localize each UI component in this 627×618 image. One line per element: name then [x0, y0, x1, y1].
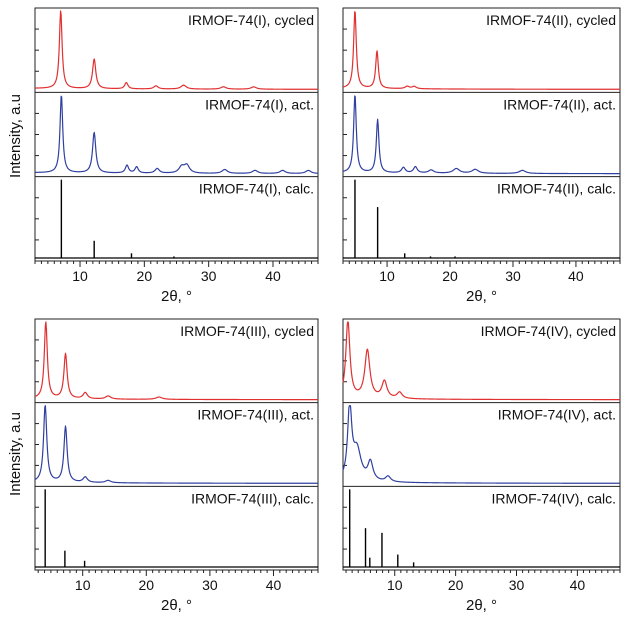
- trace-line: [342, 95, 621, 175]
- x-axis-label: 2θ, °: [466, 597, 497, 614]
- panel-irmof74-ii: 10 20 30 40 2θ, ° IRMOF-74(II), cycled IRMOF-7…: [342, 7, 621, 305]
- trace-label: IRMOF-74(IV), calc.: [492, 490, 616, 506]
- y-axis-label-bottom: Intensity, a.u: [7, 412, 24, 496]
- trace-label: IRMOF-74(I), calc.: [199, 181, 314, 197]
- x-tick-label: 40: [266, 577, 282, 593]
- trace-line: [342, 321, 621, 401]
- x-tick-label: 20: [139, 577, 155, 593]
- x-tick-label: 10: [75, 577, 91, 593]
- trace-label: IRMOF-74(III), act.: [197, 407, 314, 423]
- plot-frame: [342, 318, 621, 571]
- x-tick-label: 20: [137, 268, 153, 284]
- plot-frame: [34, 7, 319, 262]
- panel-irmof74-iii: 10 20 30 40 2θ, ° IRMOF-74(III), cycled IRMOF-…: [34, 318, 319, 614]
- trace-line: [34, 95, 319, 174]
- trace-label: IRMOF-74(III), cycled: [180, 323, 314, 339]
- x-tick-label: 30: [509, 577, 525, 593]
- x-tick-label: 40: [568, 268, 584, 284]
- trace-label: IRMOF-74(IV), act.: [498, 407, 616, 423]
- panel-irmof74-iv: 10 20 30 40 2θ, ° IRMOF-74(IV), cycled IRMOF-7…: [342, 318, 621, 614]
- trace-label: IRMOF-74(III), calc.: [191, 490, 314, 506]
- trace-line: [34, 321, 319, 401]
- x-axis-label: 2θ, °: [466, 288, 497, 305]
- trace-label: IRMOF-74(II), cycled: [486, 12, 616, 28]
- x-tick-label: 30: [505, 268, 521, 284]
- trace-label: IRMOF-74(IV), cycled: [481, 323, 616, 339]
- y-axis-label-top: Intensity, a.u: [7, 94, 24, 178]
- plot-frame: [34, 318, 319, 571]
- trace-line: [342, 405, 621, 484]
- x-tick-label: 10: [379, 268, 395, 284]
- x-tick-label: 30: [201, 268, 217, 284]
- trace-line: [34, 10, 319, 90]
- x-tick-label: 30: [202, 577, 218, 593]
- x-tick-label: 10: [387, 577, 403, 593]
- trace-label: IRMOF-74(I), act.: [205, 96, 314, 112]
- trace-line: [34, 405, 319, 484]
- panel-irmof74-i: 10 20 30 40 2θ, ° IRMOF-74(I), cycled IRMOF-74…: [34, 7, 319, 305]
- x-tick-label: 10: [72, 268, 88, 284]
- x-axis-label: 2θ, °: [161, 288, 192, 305]
- x-tick-label: 40: [570, 577, 586, 593]
- trace-label: IRMOF-74(I), cycled: [188, 12, 314, 28]
- trace-label: IRMOF-74(II), act.: [503, 96, 616, 112]
- x-axis-label: 2θ, °: [161, 597, 192, 614]
- x-tick-label: 20: [442, 268, 458, 284]
- trace-line: [342, 11, 621, 90]
- trace-label: IRMOF-74(II), calc.: [497, 181, 616, 197]
- x-tick-label: 40: [265, 268, 281, 284]
- plot-frame: [342, 7, 621, 262]
- x-tick-label: 20: [448, 577, 464, 593]
